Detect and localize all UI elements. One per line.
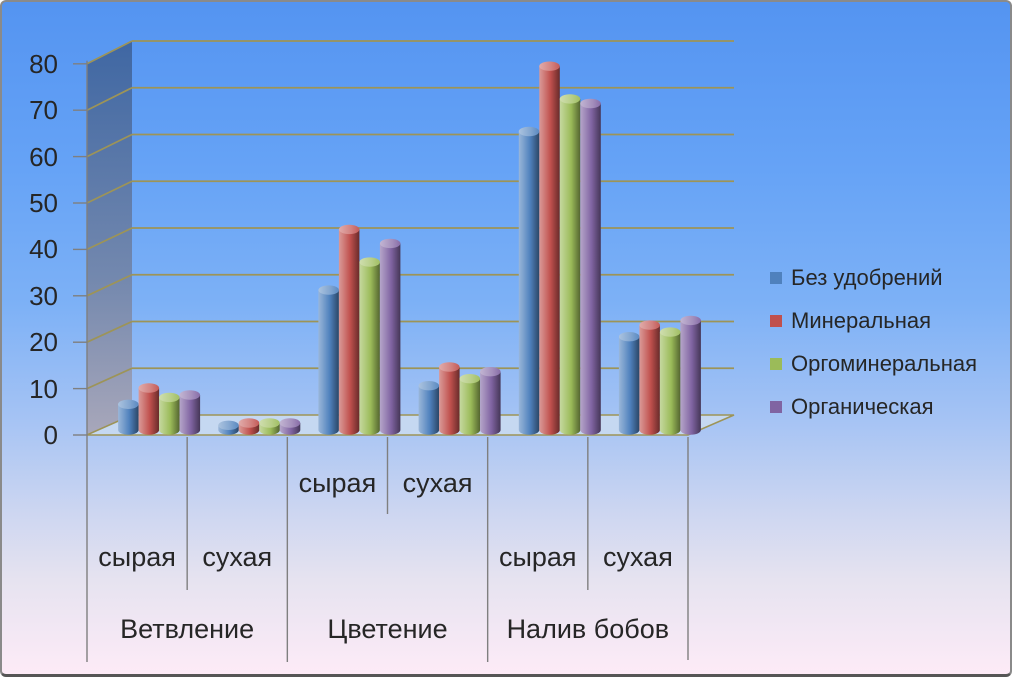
legend-label: Без удобрений: [791, 265, 943, 290]
wall-gridline: [86, 273, 133, 297]
moisture-label: сухая: [402, 468, 473, 498]
y-tick-label: 70: [29, 95, 58, 126]
bar-g0s0-Органическая: [179, 390, 201, 435]
legend-item: Оргоминеральная: [770, 350, 977, 378]
bar-g0s1-Оргоминеральная: [259, 418, 280, 435]
bar-g1s0-Оргоминеральная: [359, 257, 380, 435]
bar-g1s1-Без удобрений: [418, 381, 440, 435]
y-tick-label: 40: [29, 234, 58, 265]
wall-gridline: [86, 40, 133, 65]
bar-g1s1-Минеральная: [439, 362, 460, 435]
wall-gridline: [86, 320, 133, 343]
group-label: Цветение: [327, 614, 448, 644]
bar-g0s1-Органическая: [279, 418, 301, 435]
bar-g1s1-Органическая: [480, 367, 501, 435]
wall-gridline: [86, 180, 133, 204]
bar-g0s1-Без удобрений: [218, 420, 239, 435]
wall-gridline: [86, 367, 133, 390]
bar-g2s1-Минеральная: [639, 320, 660, 435]
bar-g1s0-Без удобрений: [318, 285, 339, 435]
y-tick-label: 30: [29, 280, 58, 311]
y-tick-label: 50: [29, 188, 58, 218]
wall-gridline: [86, 133, 133, 158]
wall-gridline: [86, 227, 133, 251]
legend-label: Оргоминеральная: [791, 351, 977, 376]
legend-swatch: [770, 272, 782, 284]
bar-g2s1-Органическая: [680, 315, 701, 435]
bar-g2s0-Оргоминеральная: [559, 94, 581, 435]
wall-gridline: [86, 86, 133, 111]
moisture-label: сухая: [602, 542, 673, 572]
legend-item: Органическая: [770, 393, 934, 421]
bar-g0s1-Минеральная: [238, 418, 260, 435]
bar-g2s1-Без удобрений: [618, 332, 640, 435]
bar-g1s0-Органическая: [379, 238, 401, 435]
moisture-label: сухая: [202, 542, 273, 572]
legend-label: Минеральная: [791, 308, 932, 333]
moisture-label: сырая: [98, 542, 176, 572]
bar-g2s0-Без удобрений: [518, 126, 540, 435]
y-tick-label: 0: [43, 420, 58, 450]
legend-item: Без удобрений: [770, 264, 943, 292]
legend-label: Органическая: [791, 394, 934, 419]
group-label: Налив бобов: [506, 614, 670, 644]
bar-g2s1-Оргоминеральная: [659, 327, 681, 435]
y-tick-label: 60: [29, 141, 58, 172]
y-tick-label: 20: [29, 327, 58, 358]
y-tick-label: 10: [29, 373, 58, 404]
moisture-label: сырая: [298, 468, 377, 498]
bar-g0s0-Без удобрений: [118, 399, 139, 435]
bar-g1s1-Оргоминеральная: [459, 374, 481, 435]
y-tick-label: 80: [29, 48, 58, 79]
bar-g1s0-Минеральная: [338, 224, 360, 435]
legend-swatch: [770, 315, 782, 327]
legend-item: Минеральная: [770, 307, 931, 335]
group-label: Ветвление: [120, 614, 255, 644]
moisture-label: сырая: [498, 542, 577, 572]
legend-swatch: [770, 358, 782, 370]
bar-g0s0-Оргоминеральная: [159, 392, 180, 435]
bar-g0s0-Минеральная: [138, 383, 160, 435]
legend-swatch: [770, 401, 782, 413]
bar-g2s0-Органическая: [580, 98, 601, 435]
bar-g2s0-Минеральная: [539, 61, 560, 435]
